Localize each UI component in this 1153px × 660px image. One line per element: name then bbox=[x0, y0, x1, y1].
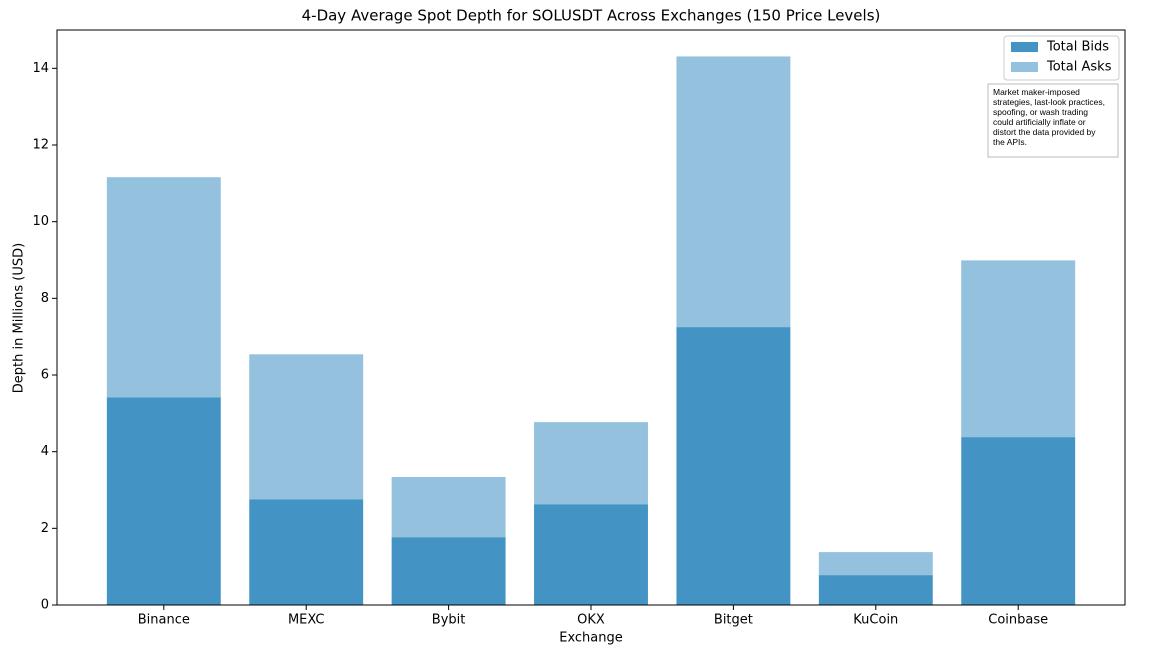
x-tick-label: OKX bbox=[577, 613, 605, 628]
legend-swatch bbox=[1011, 62, 1038, 72]
y-axis-label: Depth in Millions (USD) bbox=[12, 243, 27, 393]
x-tick-label: Coinbase bbox=[988, 613, 1048, 628]
x-tick-label: Bybit bbox=[432, 613, 466, 628]
legend-label: Total Bids bbox=[1046, 40, 1109, 55]
legend-swatch bbox=[1011, 42, 1038, 52]
bar bbox=[391, 476, 506, 538]
bar bbox=[676, 327, 791, 605]
annotation-text: spoofing, or wash trading bbox=[993, 107, 1088, 117]
bar bbox=[249, 499, 364, 605]
bar bbox=[106, 177, 221, 398]
chart-title: 4-Day Average Spot Depth for SOLUSDT Acr… bbox=[302, 7, 881, 25]
bar bbox=[961, 260, 1076, 438]
y-tick-label: 4 bbox=[41, 444, 49, 459]
y-tick-label: 2 bbox=[41, 521, 49, 536]
y-tick-label: 8 bbox=[41, 291, 49, 306]
x-tick-label: MEXC bbox=[288, 613, 324, 628]
bar bbox=[106, 397, 221, 605]
bar bbox=[391, 537, 506, 605]
y-tick-label: 6 bbox=[41, 368, 49, 383]
bar bbox=[534, 422, 648, 505]
x-tick-label: KuCoin bbox=[853, 613, 898, 628]
bar bbox=[961, 437, 1076, 605]
plot-frame bbox=[56, 29, 1126, 606]
annotation-text: could artificially inflate or bbox=[993, 117, 1086, 127]
x-axis-label: Exchange bbox=[559, 631, 623, 646]
y-tick-label: 12 bbox=[32, 138, 49, 153]
bar bbox=[249, 354, 364, 500]
annotation-text: Market maker-imposed bbox=[993, 87, 1080, 97]
bar bbox=[818, 575, 933, 605]
y-tick-label: 10 bbox=[32, 214, 49, 229]
y-tick-label: 0 bbox=[41, 598, 49, 613]
annotation-text: strategies, last-look practices, bbox=[993, 97, 1105, 107]
y-tick-label: 14 bbox=[32, 61, 49, 76]
bar bbox=[818, 552, 933, 576]
x-tick-label: Binance bbox=[138, 613, 190, 628]
annotation-text: the APIs. bbox=[993, 137, 1027, 147]
annotation-text: distort the data provided by bbox=[993, 127, 1096, 137]
bar bbox=[676, 56, 791, 328]
x-tick-label: Bitget bbox=[714, 613, 753, 628]
legend-label: Total Asks bbox=[1046, 60, 1112, 75]
annotation-box bbox=[987, 83, 1119, 158]
bar bbox=[534, 504, 648, 605]
